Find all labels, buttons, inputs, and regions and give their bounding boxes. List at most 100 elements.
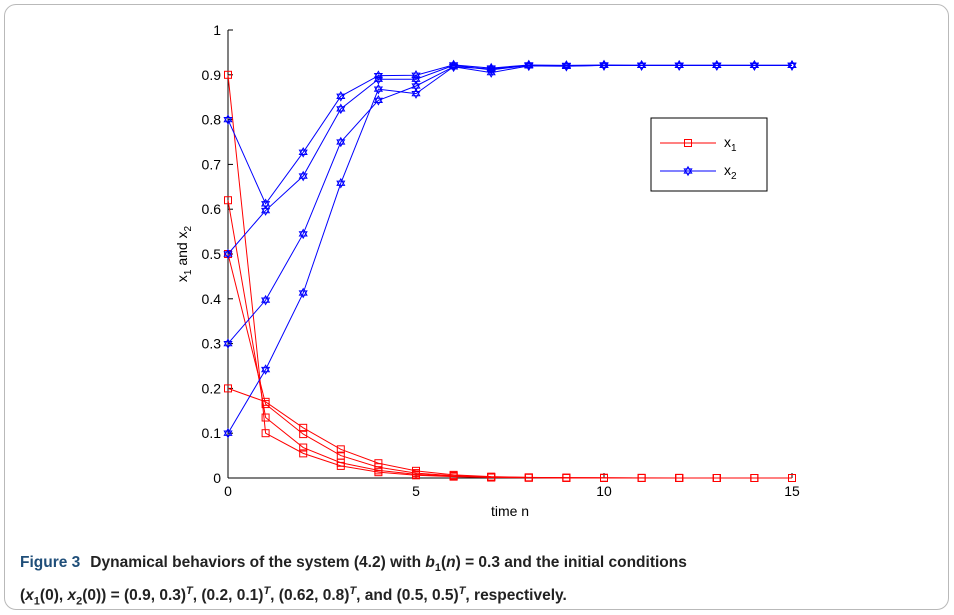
hexagram-marker	[298, 146, 308, 155]
hexagram-marker	[411, 90, 421, 99]
y-tick-label: 0.1	[202, 425, 222, 441]
hexagram-marker	[261, 294, 271, 303]
y-tick-label: 1	[213, 22, 221, 38]
caption-T3: T	[349, 585, 357, 598]
hexagram-marker	[599, 60, 609, 69]
hexagram-marker	[261, 207, 271, 216]
hexagram-marker	[637, 62, 647, 71]
series-line	[227, 64, 792, 255]
hexagram-marker	[561, 60, 571, 69]
hexagram-marker	[749, 60, 759, 69]
axes: 0 5 10 15 0 0.1 0.2 0.3 0.4 0.5 0.6 0.7 0.8 0.9 1 time …	[174, 22, 800, 519]
hexagram-marker	[298, 290, 308, 299]
hexagram-marker	[524, 60, 534, 69]
hexagram-marker	[336, 103, 346, 112]
hexagram-marker	[637, 60, 647, 69]
square-marker	[788, 474, 796, 482]
hexagram-marker	[223, 427, 233, 436]
hexagram-marker	[599, 62, 609, 71]
legend-label: x2	[724, 162, 737, 182]
square-marker	[299, 430, 308, 439]
series-group	[223, 59, 797, 482]
figure-frame	[4, 4, 949, 610]
caption-text-1: Dynamical behaviors of the system (4.2) …	[90, 554, 426, 571]
hexagram-marker	[261, 366, 271, 375]
caption-paren: (	[440, 554, 447, 571]
x-tick-label: 10	[596, 483, 612, 499]
square-marker	[684, 139, 692, 147]
square-marker	[261, 413, 270, 422]
hexagram-marker	[336, 180, 346, 189]
square-marker	[675, 473, 684, 482]
hexagram-marker	[298, 231, 308, 240]
series-line	[227, 253, 792, 479]
hexagram-marker	[411, 73, 421, 82]
series-x1-2	[224, 384, 796, 482]
hexagram-marker	[261, 205, 271, 214]
caption-cond-1: (0)) = (0.9, 0.3)	[82, 587, 187, 605]
square-marker	[299, 443, 308, 452]
hexagram-marker	[373, 73, 383, 82]
caption-open: (	[20, 587, 26, 605]
series-line	[227, 200, 792, 479]
hexagram-marker	[373, 86, 383, 95]
series-line	[227, 64, 792, 344]
hexagram-marker	[449, 60, 459, 69]
caption-cond-4: , and (0.5, 0.5)	[356, 587, 459, 605]
y-tick-label: 0.7	[202, 156, 222, 172]
caption-text-2: ) = 0.3 and the initial conditions	[455, 554, 687, 571]
square-marker	[224, 196, 232, 205]
caption-x2-sub: 2	[76, 595, 83, 608]
y-tick-label: 0	[213, 470, 221, 486]
caption-T1: T	[186, 585, 193, 598]
y-tick-label: 0.6	[202, 201, 222, 217]
hexagram-marker	[336, 106, 346, 115]
hexagram-marker	[449, 62, 459, 71]
series-x2-8	[223, 60, 797, 260]
caption-x2: x	[67, 587, 77, 605]
hexagram-marker	[373, 83, 383, 92]
hexagram-marker	[373, 76, 383, 85]
legend-entry-1: x1	[660, 134, 737, 154]
series-line	[227, 387, 792, 479]
hexagram-marker	[223, 248, 233, 257]
hexagram-marker	[411, 76, 421, 85]
square-marker	[261, 429, 270, 438]
caption-T4: T	[458, 585, 466, 598]
hexagram-marker	[373, 97, 383, 106]
caption-b: b	[425, 554, 435, 571]
square-marker	[712, 474, 721, 482]
hexagram-marker	[223, 114, 233, 123]
caption-tail: , respectively.	[465, 587, 567, 605]
y-tick-label: 0.3	[202, 336, 222, 352]
legend-box	[650, 117, 768, 192]
caption-T2: T	[263, 585, 271, 598]
caption-b-sub: 1	[434, 562, 441, 575]
chart: 0 5 10 15 0 0.1 0.2 0.3 0.4 0.5 0.6 0.7 0.8 0.9 1 time …	[174, 22, 800, 519]
hexagram-marker	[674, 62, 684, 71]
hexagram-marker	[486, 67, 496, 76]
y-tick-label: 0.2	[202, 380, 222, 396]
hexagram-marker	[411, 80, 421, 89]
hexagram-marker	[712, 60, 722, 69]
hexagram-marker	[411, 72, 421, 81]
caption-n: n	[446, 554, 456, 571]
square-marker	[299, 449, 308, 458]
hexagram-marker	[373, 70, 383, 79]
hexagram-marker	[298, 149, 308, 158]
y-tick-label: 0.9	[202, 67, 222, 83]
hexagram-marker	[674, 60, 684, 69]
square-marker	[336, 451, 345, 460]
hexagram-marker	[787, 60, 797, 69]
square-marker	[562, 473, 571, 482]
x-axis-label: time n	[491, 503, 529, 519]
series-x1-3	[224, 196, 796, 482]
square-marker	[336, 445, 345, 454]
hexagram-marker	[712, 62, 722, 71]
y-tick-label: 0.4	[202, 291, 222, 307]
square-marker	[750, 474, 759, 482]
hexagram-marker	[261, 297, 271, 306]
square-marker	[374, 463, 383, 472]
hexagram-marker	[787, 62, 797, 71]
